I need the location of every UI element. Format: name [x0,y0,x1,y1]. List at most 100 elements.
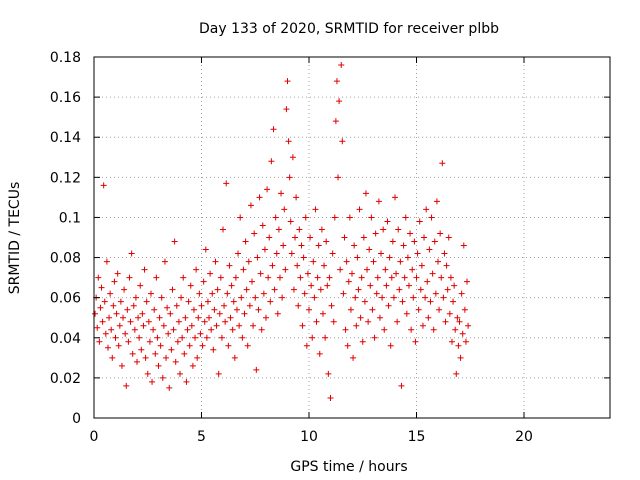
data-point [116,322,123,329]
data-point [157,342,164,349]
x-tick-label: 5 [197,429,206,445]
data-point [186,342,193,349]
y-tick-label: 0.14 [50,130,81,146]
data-point [120,314,127,321]
data-point [189,362,196,369]
data-point [350,354,357,361]
data-point [417,286,424,293]
data-point [199,342,206,349]
data-point [188,322,195,329]
data-point [457,354,464,361]
data-point [326,274,333,281]
chart-title: Day 133 of 2020, SRMTID for receiver plb… [199,21,499,37]
data-point [297,274,304,281]
data-point [401,274,408,281]
data-point [387,342,394,349]
data-point [273,250,280,257]
data-point [104,344,111,351]
data-point [388,274,395,281]
data-point [192,334,199,341]
data-point [190,306,197,313]
data-point [310,258,317,265]
data-point [306,306,312,313]
data-point [317,286,324,293]
data-point [151,306,158,313]
data-point [280,242,287,249]
data-point [445,234,452,241]
data-point [353,322,360,329]
data-point [225,342,232,349]
data-point [295,302,302,309]
data-point [147,290,154,297]
data-point [258,326,265,333]
data-point [456,318,463,325]
data-point [369,306,376,313]
data-point [240,266,247,273]
data-point [394,318,401,325]
data-point [372,230,379,237]
data-point [106,314,113,321]
data-point [287,218,294,225]
data-point [444,286,451,293]
data-point [458,290,465,297]
data-point [361,298,368,305]
data-point [282,266,289,273]
data-point [256,194,263,201]
data-point [108,326,115,333]
data-point [144,370,151,377]
data-point [302,214,309,221]
data-point [342,326,349,333]
data-point [428,214,435,221]
data-point [215,370,222,377]
data-point [347,306,354,313]
data-point [285,138,292,145]
data-point [253,366,260,373]
data-point [356,206,363,213]
data-point [185,298,192,305]
data-point [270,126,277,133]
data-point [246,302,253,309]
data-point [195,314,202,321]
data-point [182,314,189,321]
data-point [101,298,108,305]
data-point [222,318,229,325]
data-point [141,266,148,273]
data-point [245,258,252,265]
data-point [233,306,240,313]
data-point [180,274,187,281]
data-point [332,118,339,125]
data-point [208,326,215,333]
data-point [228,282,235,289]
data-point [238,294,245,301]
data-point [137,282,144,289]
data-point [102,330,109,337]
y-tick-label: 0 [72,411,81,427]
data-point [213,322,220,329]
data-point [300,254,307,261]
data-point [257,270,264,277]
data-point [429,270,436,277]
x-tick-label: 20 [515,429,533,445]
data-point [419,322,426,329]
data-point [100,182,107,189]
data-point [172,358,179,365]
data-point [255,306,262,313]
data-point [156,314,163,321]
data-point [122,330,129,337]
data-point [232,274,239,281]
data-point [217,274,224,281]
data-point [374,274,381,281]
data-point [214,286,221,293]
data-point [209,290,216,297]
data-point [175,318,182,325]
data-point [309,334,316,341]
data-point [138,346,145,353]
y-tick-label: 0.16 [50,90,81,106]
data-point [139,310,146,317]
data-point [140,322,147,329]
data-point [107,290,114,297]
data-point [375,198,382,205]
data-point [370,258,377,265]
data-point [288,250,295,257]
